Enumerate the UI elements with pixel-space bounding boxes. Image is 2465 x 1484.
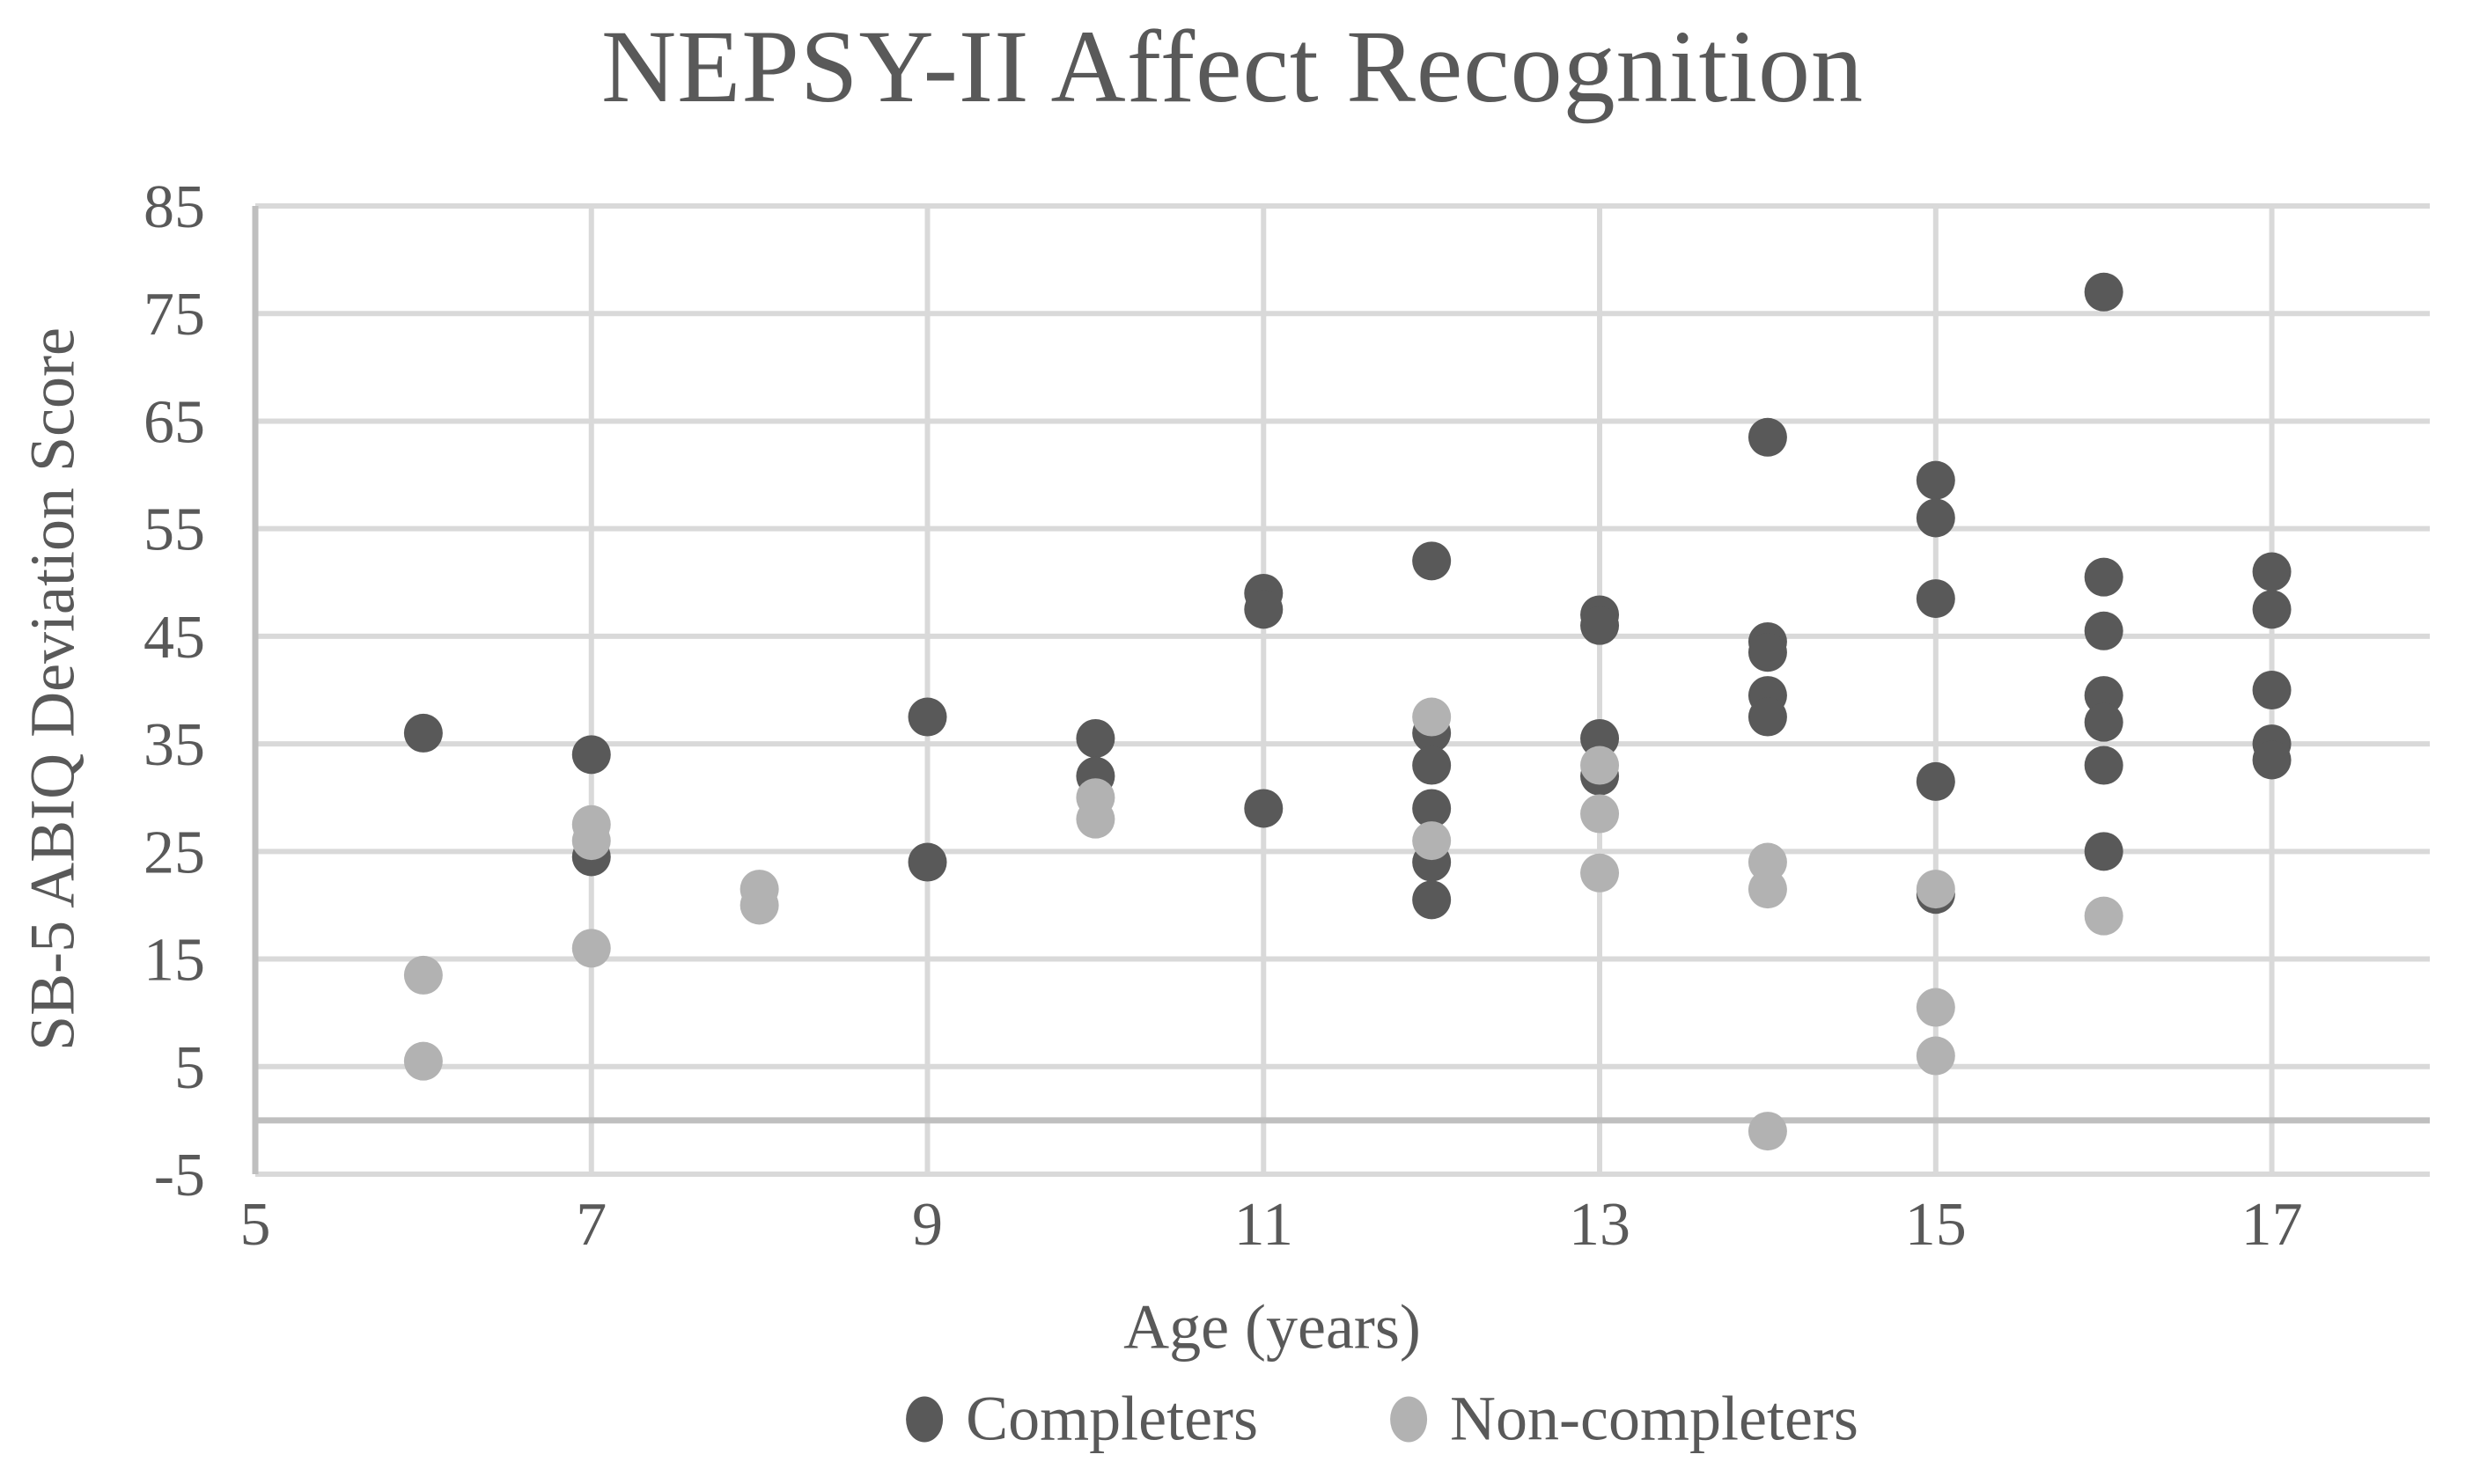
- data-point-completers: [908, 842, 947, 882]
- data-point-non-completers: [2084, 896, 2123, 936]
- x-tick-label: 17: [2241, 1191, 2303, 1259]
- data-point-completers: [2252, 590, 2292, 629]
- y-tick-label: 25: [143, 819, 205, 886]
- data-point-completers: [1580, 606, 1620, 645]
- x-tick-label: 13: [1569, 1191, 1630, 1259]
- data-point-completers: [2084, 557, 2123, 597]
- data-point-completers: [1916, 761, 1955, 801]
- legend-item-non-completers: Non-completers: [1390, 1383, 1858, 1456]
- data-point-completers: [1244, 789, 1284, 828]
- data-point-completers: [2084, 676, 2123, 716]
- data-point-completers: [2084, 611, 2123, 650]
- data-point-non-completers: [403, 1041, 443, 1081]
- data-point-completers: [908, 697, 947, 737]
- x-axis-title: Age (years): [1123, 1291, 1421, 1363]
- x-tick-label: 11: [1234, 1191, 1293, 1259]
- legend-label-completers: Completers: [966, 1383, 1259, 1454]
- data-point-non-completers: [1580, 794, 1620, 834]
- data-point-completers: [1412, 541, 1452, 581]
- non-completers-marker-icon: [1390, 1396, 1428, 1442]
- legend: Completers Non-completers: [906, 1383, 1858, 1456]
- data-point-completers: [2252, 740, 2292, 780]
- y-tick-label: 85: [143, 173, 205, 241]
- data-point-completers: [1748, 417, 1787, 457]
- data-point-non-completers: [1748, 842, 1787, 882]
- y-tick-label: 15: [143, 927, 205, 995]
- data-point-completers: [571, 735, 611, 775]
- data-point-completers: [1076, 719, 1115, 758]
- data-point-completers: [2084, 832, 2123, 871]
- data-point-completers: [1580, 719, 1620, 758]
- data-point-completers: [2084, 746, 2123, 785]
- x-tick-label: 9: [912, 1191, 943, 1259]
- data-point-completers: [1412, 789, 1452, 828]
- data-point-completers: [2252, 671, 2292, 709]
- data-point-completers: [1916, 579, 1955, 619]
- data-point-non-completers: [571, 821, 611, 861]
- data-point-completers: [2084, 702, 2123, 742]
- legend-label-non-completers: Non-completers: [1450, 1383, 1858, 1454]
- data-point-non-completers: [571, 929, 611, 968]
- y-tick-label: 5: [174, 1034, 205, 1102]
- data-point-completers: [1412, 746, 1452, 785]
- data-point-completers: [1244, 590, 1284, 629]
- y-tick-label: -5: [154, 1142, 205, 1209]
- data-point-completers: [1748, 697, 1787, 737]
- chart-title: NEPSY-II Affect Recognition: [600, 9, 1865, 124]
- data-point-non-completers: [1916, 988, 1955, 1027]
- data-point-non-completers: [1748, 870, 1787, 909]
- data-point-non-completers: [1412, 697, 1452, 737]
- data-point-non-completers: [740, 885, 779, 925]
- y-tick-label: 75: [143, 281, 205, 349]
- data-point-completers: [403, 713, 443, 753]
- data-point-completers: [1412, 880, 1452, 920]
- data-point-completers: [1748, 633, 1787, 672]
- data-point-non-completers: [1580, 746, 1620, 785]
- data-point-non-completers: [1076, 799, 1115, 839]
- data-point-non-completers: [403, 955, 443, 995]
- legend-item-completers: Completers: [906, 1383, 1258, 1456]
- data-point-non-completers: [1580, 853, 1620, 893]
- data-point-completers: [2252, 552, 2292, 591]
- data-point-non-completers: [1916, 870, 1955, 909]
- data-point-completers: [1916, 498, 1955, 538]
- completers-marker-icon: [906, 1396, 944, 1442]
- data-point-non-completers: [1748, 1112, 1787, 1151]
- y-tick-label: 65: [143, 388, 205, 456]
- y-tick-label: 55: [143, 496, 205, 564]
- data-point-completers: [1916, 460, 1955, 500]
- x-tick-label: 15: [1905, 1191, 1967, 1259]
- x-tick-label: 7: [576, 1191, 607, 1259]
- data-point-completers: [2084, 272, 2123, 312]
- data-point-non-completers: [1412, 821, 1452, 861]
- data-point-non-completers: [1916, 1036, 1955, 1076]
- x-tick-label: 5: [240, 1191, 271, 1259]
- y-tick-label: 35: [143, 711, 205, 779]
- y-tick-label: 45: [143, 604, 205, 672]
